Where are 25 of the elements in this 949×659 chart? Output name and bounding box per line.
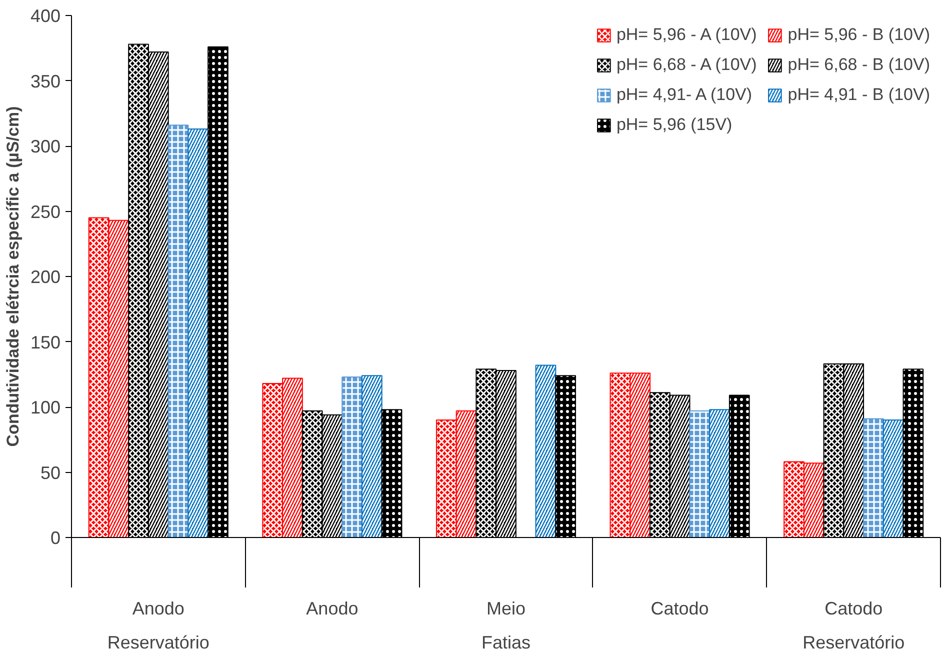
- legend-label: pH= 4,91 - B (10V): [788, 85, 930, 105]
- y-tick-label: 0: [50, 528, 61, 548]
- x-tick-label: Meio: [486, 598, 526, 618]
- y-tick-label: 350: [30, 71, 61, 92]
- legend-label: pH= 4,91- A (10V): [616, 85, 752, 105]
- y-tick-label: 150: [30, 332, 61, 352]
- y-tick-label: 100: [30, 398, 61, 418]
- x-tick-label: Anodo: [132, 598, 184, 618]
- text: Fatias: [481, 632, 531, 652]
- x-tick-label: Catodo: [824, 598, 883, 618]
- y-tick-label: 200: [30, 267, 61, 287]
- legend-label: pH= 6,68 - B (10V): [788, 55, 930, 75]
- legend-label: pH= 5,96 (15V): [616, 115, 732, 135]
- legend-label: pH= 5,96 - A (10V): [616, 25, 757, 45]
- x-tick-label: Catodo: [650, 598, 709, 618]
- y-tick-label: 300: [30, 136, 61, 156]
- legend-label: pH= 6,68 - A (10V): [616, 55, 757, 75]
- legend-label: pH= 5,96 - B (10V): [788, 25, 930, 45]
- text: Reservatório: [802, 632, 905, 652]
- y-axis-title: Condutividade elétrcia específic a (µS/cm): [3, 106, 22, 447]
- y-tick-label: 400: [30, 6, 61, 26]
- y-tick-label: 250: [30, 202, 61, 222]
- x-tick-label: Anodo: [306, 598, 358, 618]
- y-tick-label: 50: [40, 462, 61, 483]
- text: Reservatório: [107, 632, 210, 652]
